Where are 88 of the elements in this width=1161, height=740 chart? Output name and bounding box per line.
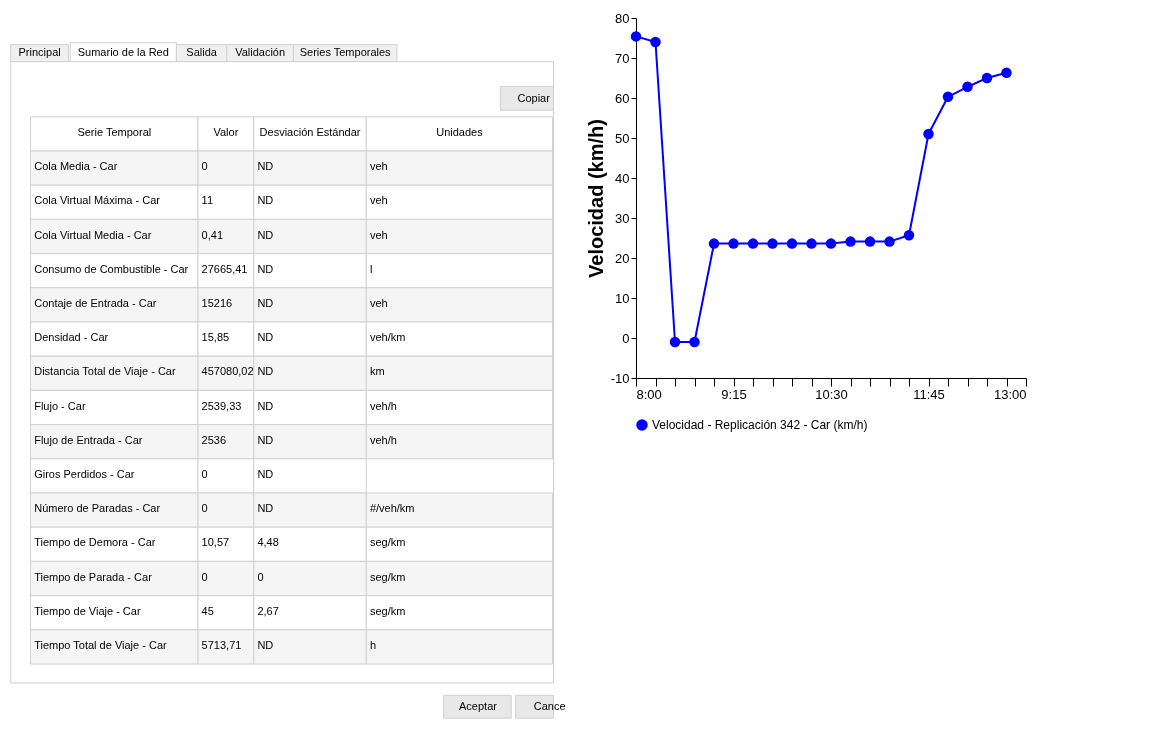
text: Cance xyxy=(533,699,566,712)
text: ND xyxy=(257,296,274,309)
y-tick-label: 40 xyxy=(615,170,630,186)
text: ND xyxy=(257,433,274,446)
text: ND xyxy=(257,194,274,207)
text: veh/h xyxy=(369,433,397,446)
text: Consumo de Combustible - Car xyxy=(34,262,189,275)
text: ND xyxy=(257,262,274,275)
text: Giros Perdidos - Car xyxy=(34,467,135,480)
text: Series Temporales xyxy=(299,46,392,59)
text: ND xyxy=(257,228,274,241)
text: ND xyxy=(257,502,274,515)
text: Desviación Estándar xyxy=(259,125,361,138)
text: veh/km xyxy=(369,331,406,344)
text: veh xyxy=(369,228,388,241)
text: Número de Paradas - Car xyxy=(34,502,161,515)
y-tick-label: 10 xyxy=(615,290,630,306)
y-tick-label: 80 xyxy=(615,10,630,26)
text: ND xyxy=(257,399,274,412)
text: ND xyxy=(257,331,274,344)
text: Sumario de la Red xyxy=(77,46,169,59)
text: 2539,33 xyxy=(201,399,242,412)
text: 5713,71 xyxy=(201,638,242,651)
text: Validación xyxy=(235,46,286,59)
x-tick-label: 11:45 xyxy=(913,386,945,402)
text: Tiempo de Viaje - Car xyxy=(34,604,141,617)
text: ND xyxy=(257,160,274,173)
text: #/veh/km xyxy=(369,502,415,515)
text: 10,57 xyxy=(201,536,230,549)
text: Contaje de Entrada - Car xyxy=(34,296,157,309)
text: Densidad - Car xyxy=(34,331,109,344)
text: Valor xyxy=(213,125,239,138)
y-tick-label: 60 xyxy=(615,90,630,106)
text: h xyxy=(369,638,377,651)
text: 15,85 xyxy=(201,331,230,344)
y-tick-label: 20 xyxy=(615,250,630,266)
text: Copiar xyxy=(517,91,551,104)
text: 0 xyxy=(201,467,208,480)
text: Salida xyxy=(186,46,218,59)
text: 15216 xyxy=(201,296,233,309)
text: Unidades xyxy=(436,125,484,138)
text: veh xyxy=(369,296,388,309)
x-tick-label: 8:00 xyxy=(636,386,662,402)
text: Tiempo Total de Viaje - Car xyxy=(34,638,168,651)
text: 0 xyxy=(201,570,208,583)
text: ND xyxy=(257,365,274,378)
text: 4,48 xyxy=(257,536,279,549)
text: veh xyxy=(369,160,388,173)
text: Cola Media - Car xyxy=(34,160,118,173)
text: 0,41 xyxy=(201,228,224,241)
text: Aceptar xyxy=(459,699,498,712)
text: ND xyxy=(257,467,274,480)
text: Cola Virtual Media - Car xyxy=(34,228,152,241)
text: seg/km xyxy=(369,604,406,617)
text: 2536 xyxy=(201,433,227,446)
text: Principal xyxy=(18,46,61,59)
text: Distancia Total de Viaje - Car xyxy=(34,365,176,378)
y-tick-label: 50 xyxy=(615,130,630,146)
text: Flujo de Entrada - Car xyxy=(34,433,143,446)
text: veh/h xyxy=(369,399,397,412)
text: Tiempo de Parada - Car xyxy=(34,570,153,583)
text: Serie Temporal xyxy=(77,125,152,138)
text: 45 xyxy=(201,604,214,617)
text: 0 xyxy=(201,160,208,173)
text: Cola Virtual Máxima - Car xyxy=(34,194,161,207)
text: 27665,41 xyxy=(201,262,248,275)
y-tick-label: 30 xyxy=(615,210,630,226)
text: km xyxy=(369,365,385,378)
x-tick-label: 13:00 xyxy=(993,386,1027,402)
text: veh xyxy=(369,194,388,207)
y-tick-label: 70 xyxy=(615,50,630,66)
y-tick-label: 0 xyxy=(622,330,630,346)
text: seg/km xyxy=(369,536,406,549)
text: 0 xyxy=(257,570,264,583)
y-axis-title: Velocidad (km/h) xyxy=(584,119,607,278)
text: seg/km xyxy=(369,570,406,583)
text: 11 xyxy=(201,194,214,207)
legend-label: Velocidad - Replicación 342 - Car (km/h) xyxy=(652,418,868,432)
text: ND xyxy=(257,638,274,651)
y-tick-label: -10 xyxy=(610,370,630,386)
text: 0 xyxy=(201,502,208,515)
x-tick-label: 9:15 xyxy=(721,386,747,402)
text: Tiempo de Demora - Car xyxy=(34,536,156,549)
x-tick-label: 10:30 xyxy=(815,386,848,402)
text: Flujo - Car xyxy=(34,399,86,412)
text: l xyxy=(369,262,373,275)
text: 2,67 xyxy=(257,604,279,617)
text: 457080,02 xyxy=(201,365,254,378)
